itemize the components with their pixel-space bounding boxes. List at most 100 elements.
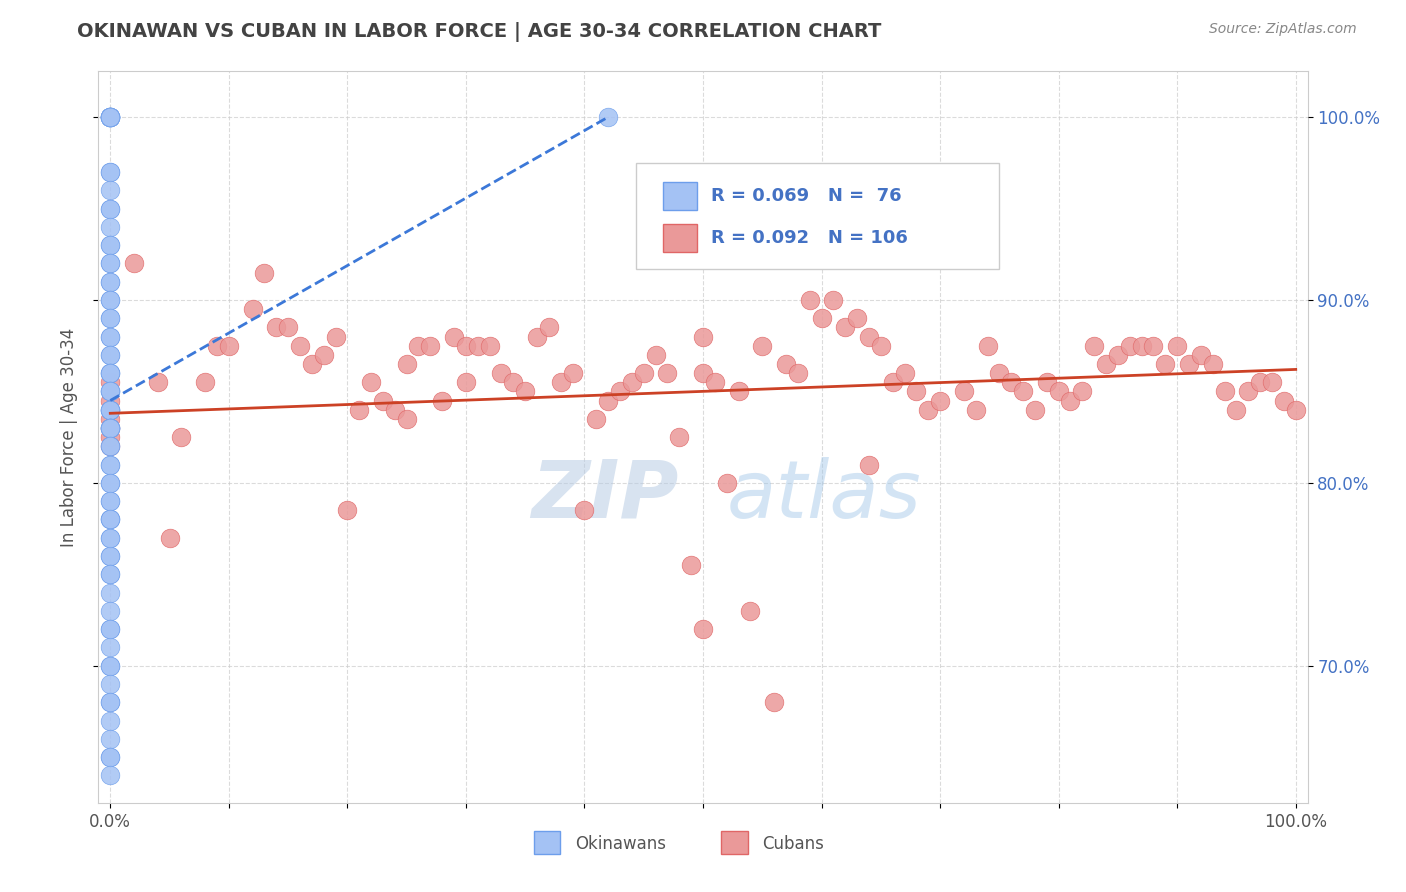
FancyBboxPatch shape [637,163,1000,268]
Point [98,275,121,289]
Point [98,731,121,746]
Point [98,658,121,673]
Point [98,430,121,444]
Point [98,110,121,124]
Point [98,348,121,362]
Point [98,110,121,124]
Point [929,393,952,408]
Point [882,375,904,389]
Point [98,238,121,252]
Point [98,677,121,691]
Point [965,402,987,417]
Point [98,512,121,526]
Point [98,311,121,326]
Point [98,165,121,179]
Point [1202,357,1225,371]
Point [98,348,121,362]
Point [98,366,121,380]
Point [1261,375,1284,389]
Point [692,622,714,636]
Point [253,265,276,279]
Point [98,256,121,270]
Point [98,165,121,179]
Point [834,320,856,334]
Point [1047,384,1070,399]
Point [242,301,264,316]
Point [1130,338,1153,352]
Point [988,366,1011,380]
Point [98,439,121,453]
Point [432,393,454,408]
Point [1107,348,1129,362]
Point [98,421,121,435]
Point [98,329,121,343]
Point [620,375,643,389]
Point [98,384,121,399]
Point [98,311,121,326]
Point [443,329,465,343]
Point [395,411,418,425]
Point [1083,338,1105,352]
Point [277,320,299,334]
Point [98,585,121,599]
Point [763,695,786,709]
Point [205,338,228,352]
Point [122,256,145,270]
Point [692,366,714,380]
Point [98,567,121,582]
Point [98,714,121,728]
Point [98,604,121,618]
Point [288,338,311,352]
Point [98,402,121,417]
Point [347,402,370,417]
Point [98,384,121,399]
Point [98,567,121,582]
Point [98,329,121,343]
Text: Source: ZipAtlas.com: Source: ZipAtlas.com [1209,22,1357,37]
Point [98,549,121,563]
Point [395,357,418,371]
Point [98,393,121,408]
Point [1119,338,1142,352]
Point [98,421,121,435]
Point [598,110,620,124]
Point [98,110,121,124]
Point [1000,375,1022,389]
Point [1142,338,1164,352]
Point [786,366,808,380]
Point [419,338,441,352]
Point [98,640,121,655]
Point [716,475,738,490]
Point [609,384,631,399]
Point [98,183,121,197]
Point [371,393,394,408]
Point [905,384,928,399]
Point [98,475,121,490]
Point [917,402,939,417]
Point [1285,402,1308,417]
Point [810,311,832,326]
Bar [664,182,697,210]
Point [264,320,287,334]
Point [1071,384,1094,399]
Point [1095,357,1118,371]
Point [574,503,596,517]
Point [98,366,121,380]
Point [159,531,181,545]
Point [1249,375,1271,389]
Point [98,256,121,270]
Point [98,439,121,453]
Point [751,338,773,352]
Point [98,768,121,782]
Point [1024,402,1046,417]
Point [98,375,121,389]
Point [823,293,845,307]
Text: Cubans: Cubans [762,835,824,853]
Point [1189,348,1212,362]
Point [98,531,121,545]
Point [98,695,121,709]
Point [98,110,121,124]
Point [858,329,880,343]
Point [467,338,489,352]
Point [98,421,121,435]
